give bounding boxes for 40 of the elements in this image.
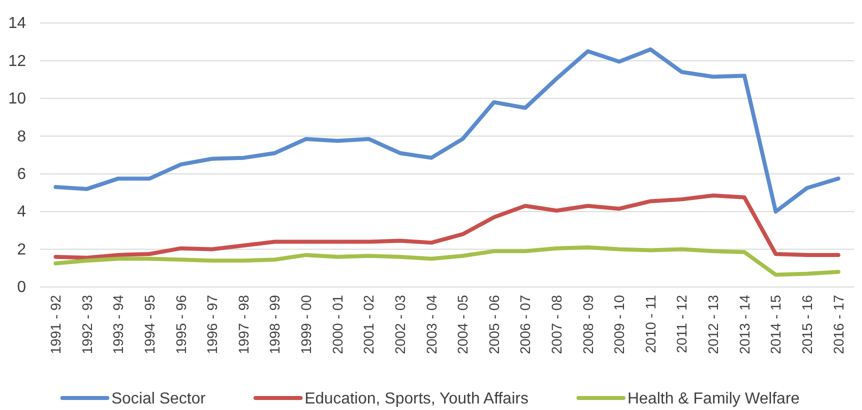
x-tick-label: 2009 - 10 <box>611 294 628 354</box>
x-tick-label: 2014 - 15 <box>768 294 784 354</box>
x-tick-label: 2001 - 02 <box>360 294 377 354</box>
x-tick-label: 2012 - 13 <box>705 294 722 354</box>
y-tick-label: 0 <box>17 279 26 296</box>
x-tick-label: 2002 - 03 <box>392 294 408 354</box>
x-tick-label: 2011 - 12 <box>674 294 690 354</box>
x-tick-label: 1996 - 97 <box>204 294 220 354</box>
x-tick-label: 2004 - 05 <box>454 294 471 354</box>
x-tick-label: 1992 - 93 <box>78 294 95 354</box>
y-tick-label: 6 <box>17 166 26 183</box>
line-series <box>54 245 840 277</box>
line-series <box>54 194 840 260</box>
x-tick-label: 2013 - 14 <box>736 294 752 354</box>
x-tick-label: 2005 - 06 <box>486 294 502 354</box>
x-tick-label: 2003 - 04 <box>423 294 440 354</box>
x-tick-label: 2010 - 11 <box>642 294 658 354</box>
legend-label: Education, Sports, Youth Affairs <box>304 390 528 408</box>
y-tick-label: 12 <box>8 52 26 70</box>
x-tick-label: 1994 - 95 <box>141 294 158 354</box>
y-tick-label: 2 <box>17 241 26 258</box>
y-tick-label: 10 <box>8 90 26 108</box>
x-tick-label: 1999 - 00 <box>298 294 314 354</box>
x-tick-label: 2008 - 09 <box>580 294 596 354</box>
y-tick-label: 4 <box>17 204 26 221</box>
x-tick-label: 2006 - 07 <box>517 294 534 354</box>
x-tick-label: 1995 - 96 <box>172 294 189 354</box>
x-tick-label: 1993 - 94 <box>110 294 126 354</box>
x-tick-label: 1998 - 99 <box>266 294 283 354</box>
line-series <box>54 47 840 214</box>
y-tick-label: 8 <box>17 128 26 146</box>
legend-label: Social Sector <box>111 390 206 408</box>
x-tick-label: 2016 - 17 <box>830 294 846 354</box>
x-tick-label: 2007 - 08 <box>548 294 564 354</box>
legend-label: Health & Family Welfare <box>627 390 800 408</box>
x-tick-label: 1997 - 98 <box>235 294 252 354</box>
x-tick-label: 2000 - 01 <box>329 294 346 354</box>
y-tick-label: 14 <box>8 15 26 32</box>
x-tick-label: 1991 - 92 <box>48 294 64 354</box>
x-tick-label: 2015 - 16 <box>798 294 815 354</box>
